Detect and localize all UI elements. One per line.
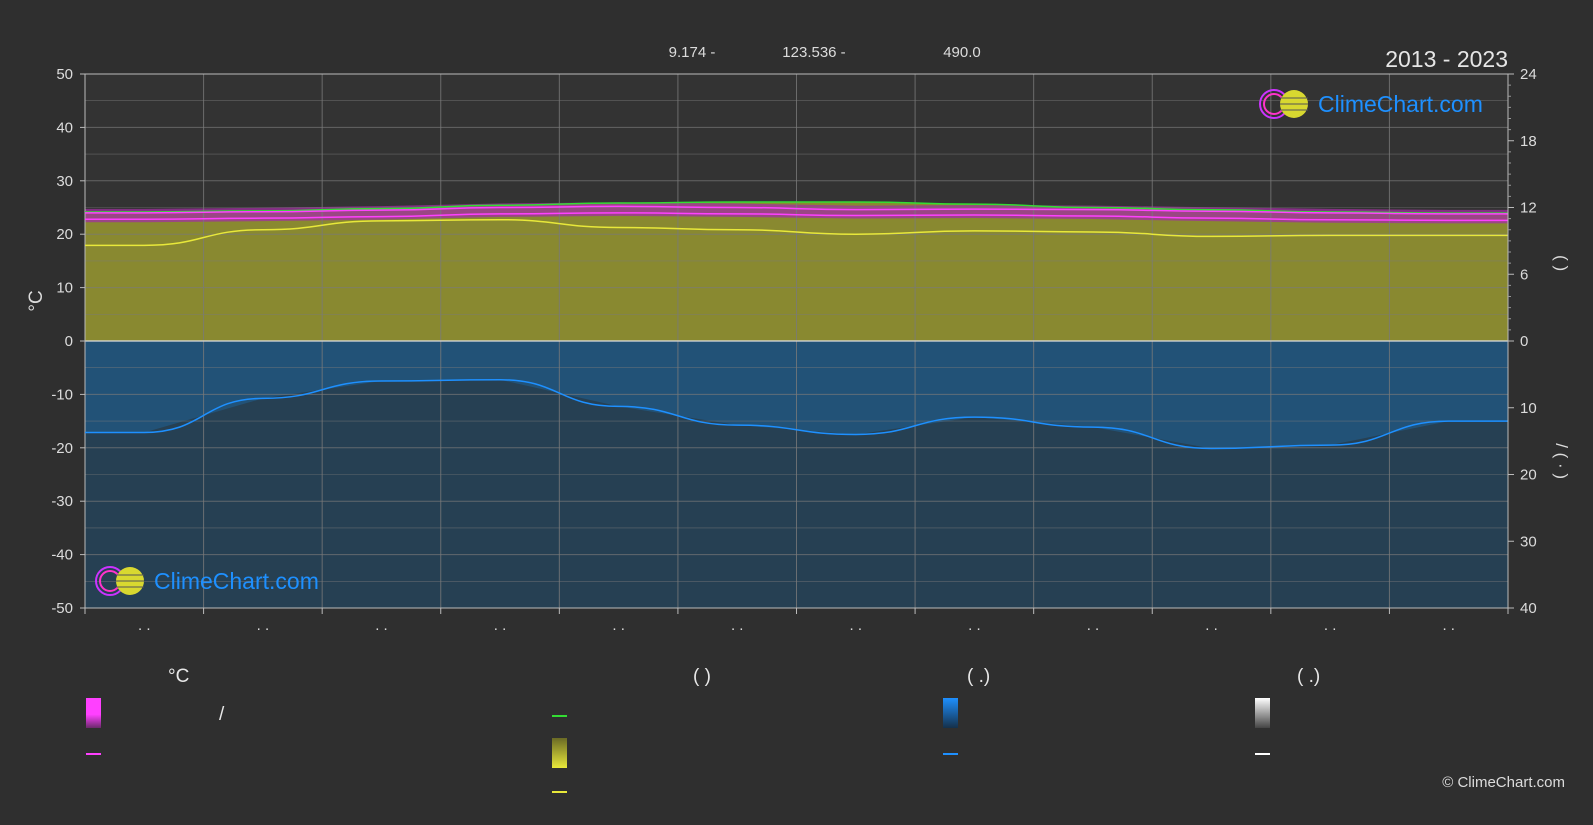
sunshine-line	[85, 218, 1508, 247]
right-axis-tick-label: 20	[1520, 467, 1537, 484]
legend-separator: /	[219, 704, 225, 725]
legend-snow-swatch	[1255, 698, 1270, 728]
left-axis-tick-label: -10	[51, 386, 73, 403]
left-axis-tick-label: -30	[51, 493, 73, 510]
left-axis-tick-label: 0	[65, 333, 73, 350]
x-axis-tick-label: . .	[968, 617, 981, 634]
x-axis-tick-label: . .	[257, 617, 270, 634]
legend-snow-line	[1255, 753, 1270, 755]
x-axis-tick-label: . .	[138, 617, 151, 634]
x-axis-tick-label: . .	[1324, 617, 1337, 634]
period-title: 2013 - 2023	[1385, 46, 1508, 72]
left-axis-tick-label: -40	[51, 547, 73, 564]
left-axis-label: °C	[26, 290, 47, 311]
x-axis-tick-label: . .	[1205, 617, 1218, 634]
x-axis-tick-label: . .	[375, 617, 388, 634]
left-axis-tick-label: -50	[51, 600, 73, 617]
right-axis-tick-label: 10	[1520, 400, 1537, 417]
legend-daylight-heading: ( )	[693, 666, 711, 687]
left-axis-tick-label: 40	[56, 119, 73, 136]
right-axis-tick-label: 12	[1520, 200, 1537, 217]
left-axis-tick-label: 50	[56, 66, 73, 83]
header-stat: 490.0	[943, 44, 981, 61]
climechart-logo-icon	[1259, 89, 1308, 119]
legend-temperature-heading: °C	[168, 666, 190, 687]
logo-text: ClimeChart.com	[1318, 90, 1483, 117]
right-axis-bottom-label: / ( · )	[1552, 443, 1571, 479]
max-temperature-line	[85, 205, 1508, 215]
legend-daylight-line	[552, 715, 567, 717]
x-axis-tick-label: . .	[494, 617, 507, 634]
copyright: © ClimeChart.com	[1442, 774, 1565, 791]
right-axis-tick-label: 6	[1520, 266, 1528, 283]
legend-mean-temp-line	[86, 753, 101, 755]
right-axis-tick-label: 18	[1520, 133, 1537, 150]
legend-precipitation-swatch	[943, 698, 958, 728]
right-axis-tick-label: 24	[1520, 66, 1537, 83]
x-axis-tick-label: . .	[850, 617, 863, 634]
legend-precipitation-heading: ( .)	[967, 666, 991, 687]
right-axis-tick-label: 0	[1520, 333, 1528, 350]
logo-text: ClimeChart.com	[154, 567, 319, 594]
precipitation-line	[84, 378, 1508, 450]
header-stat: 9.174 -	[669, 44, 716, 61]
x-axis-tick-label: . .	[612, 617, 625, 634]
legend-sunshine-swatch	[552, 738, 567, 768]
header-stat: 123.536 -	[782, 44, 845, 61]
right-axis-top-label: ( )	[1552, 255, 1571, 271]
logo-bottom[interactable]: ClimeChart.com	[94, 565, 319, 597]
logo-top[interactable]: ClimeChart.com	[1258, 88, 1483, 120]
climechart-logo-icon	[95, 566, 144, 596]
daylight-line	[85, 201, 1508, 214]
left-axis-tick-label: -20	[51, 440, 73, 457]
left-axis-tick-label: 20	[56, 226, 73, 243]
x-axis-tick-label: . .	[1087, 617, 1100, 634]
x-axis-tick-label: . .	[1442, 617, 1455, 634]
x-axis-tick-label: . .	[731, 617, 744, 634]
right-axis-tick-label: 30	[1520, 533, 1537, 550]
legend-snow-heading: ( .)	[1297, 666, 1321, 687]
right-axis-tick-label: 40	[1520, 600, 1537, 617]
left-axis-tick-label: 10	[56, 280, 73, 297]
min-temperature-line	[85, 212, 1508, 222]
left-axis-tick-label: 30	[56, 173, 73, 190]
legend-temp-range-swatch	[86, 698, 101, 728]
legend-sunshine-line	[552, 791, 567, 793]
legend-precipitation-line	[943, 753, 958, 755]
